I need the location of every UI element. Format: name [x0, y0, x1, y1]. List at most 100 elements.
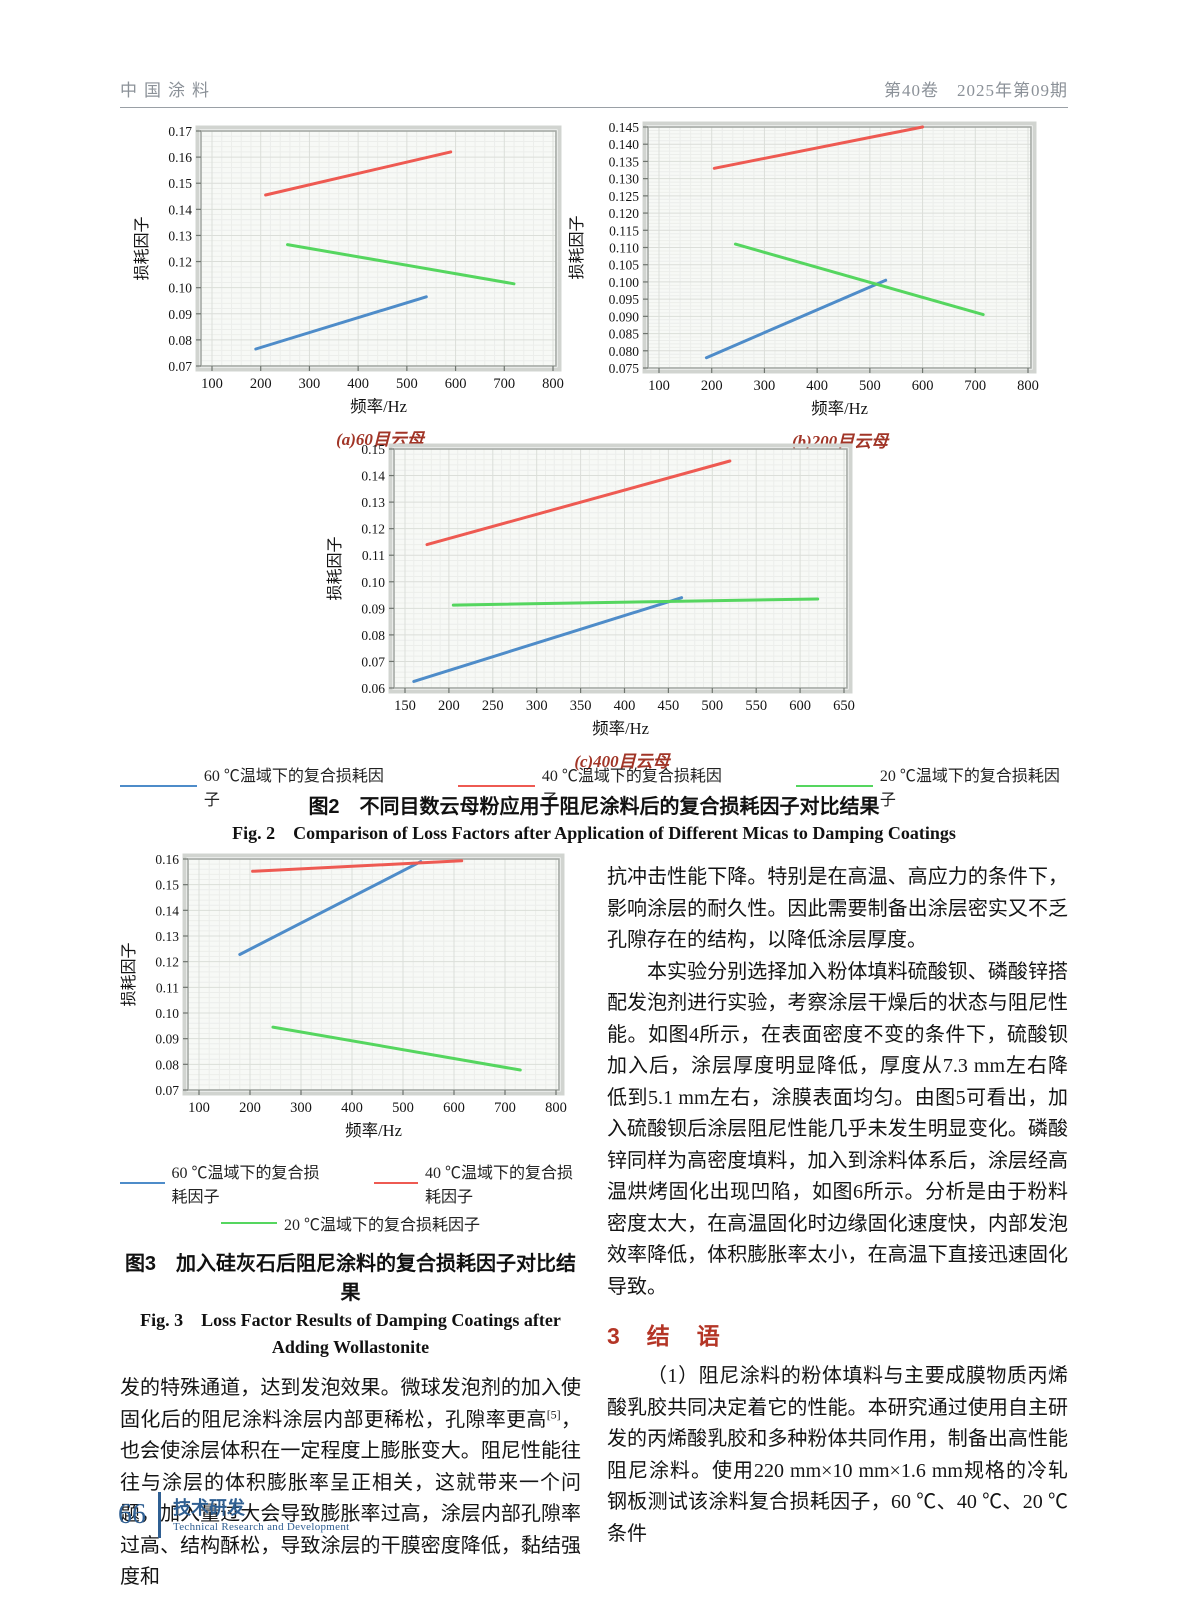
svg-text:0.11: 0.11 [156, 980, 179, 995]
svg-text:0.120: 0.120 [609, 206, 640, 221]
svg-text:0.10: 0.10 [168, 281, 192, 296]
svg-text:0.110: 0.110 [609, 241, 639, 256]
figure2a-block: 100 200 300 400 500 600 700 800 0.07 0.08 0.09 0.10… [133, 124, 565, 450]
series-line-green [451, 597, 820, 607]
right-paragraph-3: （1）阻尼涂料的粉体填料与主要成膜物质丙烯酸乳胶共同决定着它的性能。本研究通过使… [607, 1365, 1068, 1545]
svg-text:0.08: 0.08 [168, 333, 192, 348]
x-axis-label: 频率/Hz [592, 719, 649, 738]
figure3-caption-en-line2: Adding Wollastonite [271, 1337, 430, 1357]
right-paragraph-1: 抗冲击性能下降。特别是在高温、高应力的条件下，影响涂层的耐久性。因此需要制备出涂… [607, 866, 1068, 951]
series-line-red [425, 459, 732, 547]
footer-section-en: Technical Research and Development [173, 1520, 350, 1533]
left-column: 100 200 300 400 500 600 700 800 0.07 0.08 0.09 0.10… [120, 852, 581, 1594]
series-line-green [286, 243, 516, 286]
figure2c-caption: (c)400目云母 [574, 752, 670, 771]
svg-text:0.11: 0.11 [362, 548, 385, 563]
figure2c-plot: 150 200 250 300 350 400 450 500 550 600 650 0.06 0.0… [326, 442, 856, 747]
series-line-blue [412, 596, 684, 683]
plot-area [201, 131, 556, 366]
svg-text:0.14: 0.14 [361, 469, 385, 484]
page-header: 中国涂料 第40卷 2025年第09期 [120, 76, 1068, 101]
svg-text:0.16: 0.16 [168, 150, 192, 165]
plot-area [394, 449, 847, 688]
legend-item: 20 ℃温域下的复合损耗因子 [796, 762, 1068, 810]
reference-5: [5] [546, 1406, 561, 1421]
svg-text:300: 300 [754, 378, 776, 394]
issue-info: 第40卷 2025年第09期 [884, 81, 1068, 100]
figure3-caption-zh: 图3 加入硅灰石后阻尼涂料的复合损耗因子对比结果 [124, 1253, 577, 1304]
legend-item: 60 ℃温域下的复合损耗因子 [120, 762, 392, 810]
svg-text:0.08: 0.08 [155, 1057, 179, 1072]
svg-text:0.145: 0.145 [609, 120, 640, 135]
svg-text:0.10: 0.10 [155, 1006, 179, 1021]
legend-label: 40 ℃温域下的复合损耗因子 [425, 1165, 574, 1206]
journal-name: 中国涂料 [120, 81, 216, 100]
svg-text:200: 200 [438, 698, 460, 714]
legend-label: 60 ℃温域下的复合损耗因子 [203, 768, 384, 809]
header-divider [120, 107, 1068, 108]
svg-text:0.100: 0.100 [609, 275, 640, 290]
svg-text:0.15: 0.15 [361, 442, 385, 457]
footer-section: 技术研发 Technical Research and Development [173, 1498, 350, 1533]
svg-text:0.080: 0.080 [609, 344, 640, 359]
y-axis-label: 损耗因子 [568, 215, 586, 279]
svg-text:200: 200 [250, 376, 272, 392]
svg-text:350: 350 [570, 698, 592, 714]
legend-item: 60 ℃温域下的复合损耗因子 [120, 1159, 328, 1207]
svg-text:300: 300 [290, 1100, 312, 1116]
svg-text:0.12: 0.12 [155, 955, 179, 970]
svg-text:0.07: 0.07 [361, 654, 385, 669]
legend-label: 20 ℃温域下的复合损耗因子 [283, 1217, 480, 1234]
section-heading-conclusion: 3 结 语 [607, 1323, 722, 1349]
page-footer: 66 技术研发 Technical Research and Developme… [118, 1492, 350, 1538]
left-paragraph: 发的特殊通道，达到发泡效果。微球发泡剂的加入使固化后的阻尼涂料涂层内部更稀松，孔… [120, 1373, 581, 1594]
series-line-red [251, 859, 464, 873]
svg-text:0.10: 0.10 [361, 575, 385, 590]
svg-text:0.135: 0.135 [609, 154, 640, 169]
figure3-caption-en-line1: Fig. 3 Loss Factor Results of Damping Co… [140, 1310, 561, 1330]
series-line-blue [254, 295, 428, 351]
svg-text:400: 400 [614, 698, 636, 714]
svg-text:500: 500 [392, 1100, 414, 1116]
svg-text:800: 800 [542, 376, 564, 392]
svg-text:0.13: 0.13 [155, 929, 179, 944]
svg-text:0.09: 0.09 [361, 601, 385, 616]
figure2c-block: 150 200 250 300 350 400 450 500 550 600 650 0.06 0.0… [326, 442, 856, 772]
svg-text:0.13: 0.13 [361, 495, 385, 510]
svg-text:0.12: 0.12 [361, 522, 385, 537]
svg-text:0.15: 0.15 [168, 176, 192, 191]
svg-text:400: 400 [347, 376, 369, 392]
series-line-red [264, 150, 453, 197]
legend-item: 40 ℃温域下的复合损耗因子 [373, 1159, 582, 1207]
series-line-blue [704, 278, 888, 360]
legend-label: 40 ℃温域下的复合损耗因子 [541, 768, 722, 809]
svg-text:0.12: 0.12 [168, 255, 192, 270]
svg-text:550: 550 [745, 698, 767, 714]
footer-section-zh: 技术研发 [173, 1497, 245, 1518]
svg-text:0.09: 0.09 [168, 307, 192, 322]
y-axis-label: 损耗因子 [133, 216, 151, 280]
svg-text:500: 500 [701, 698, 723, 714]
footer-divider [158, 1492, 161, 1538]
svg-text:400: 400 [341, 1100, 363, 1116]
svg-text:650: 650 [833, 698, 855, 714]
svg-text:0.130: 0.130 [609, 172, 640, 187]
legend-item: 40 ℃温域下的复合损耗因子 [458, 762, 730, 810]
series-line-red [712, 125, 925, 170]
svg-text:100: 100 [201, 376, 223, 392]
svg-text:300: 300 [526, 698, 548, 714]
fig2b-svg: 100 200 300 400 500 600 700 800 0.075 0.080 0.085 0… [568, 120, 1039, 418]
svg-text:250: 250 [482, 698, 504, 714]
svg-text:0.140: 0.140 [609, 137, 640, 152]
svg-text:600: 600 [445, 376, 467, 392]
svg-text:700: 700 [493, 376, 515, 392]
svg-text:0.07: 0.07 [155, 1083, 179, 1098]
figure3-plot: 100 200 300 400 500 600 700 800 0.07 0.08 0.09 0.10… [120, 852, 581, 1149]
svg-text:800: 800 [545, 1100, 567, 1116]
fig3-svg: 100 200 300 400 500 600 700 800 0.07 0.08 0.09 0.10… [120, 852, 567, 1140]
svg-text:0.125: 0.125 [609, 189, 640, 204]
y-axis-label: 损耗因子 [120, 942, 138, 1006]
legend-item: 20 ℃温域下的复合损耗因子 [220, 1211, 480, 1235]
right-column: 抗冲击性能下降。特别是在高温、高应力的条件下，影响涂层的耐久性。因此需要制备出涂… [607, 852, 1068, 1594]
